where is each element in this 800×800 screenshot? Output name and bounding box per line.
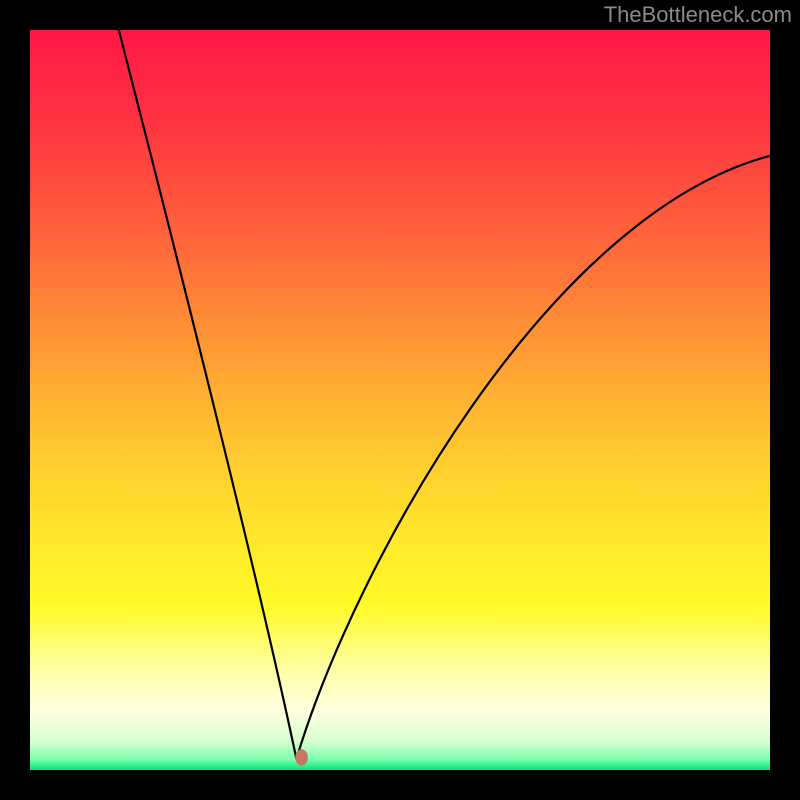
- chart-frame: TheBottleneck.com: [0, 0, 800, 800]
- chart-plot-area: [30, 30, 770, 770]
- optimum-marker: [295, 749, 308, 765]
- chart-svg: [30, 30, 770, 770]
- watermark-text: TheBottleneck.com: [604, 2, 792, 28]
- chart-background: [30, 30, 770, 770]
